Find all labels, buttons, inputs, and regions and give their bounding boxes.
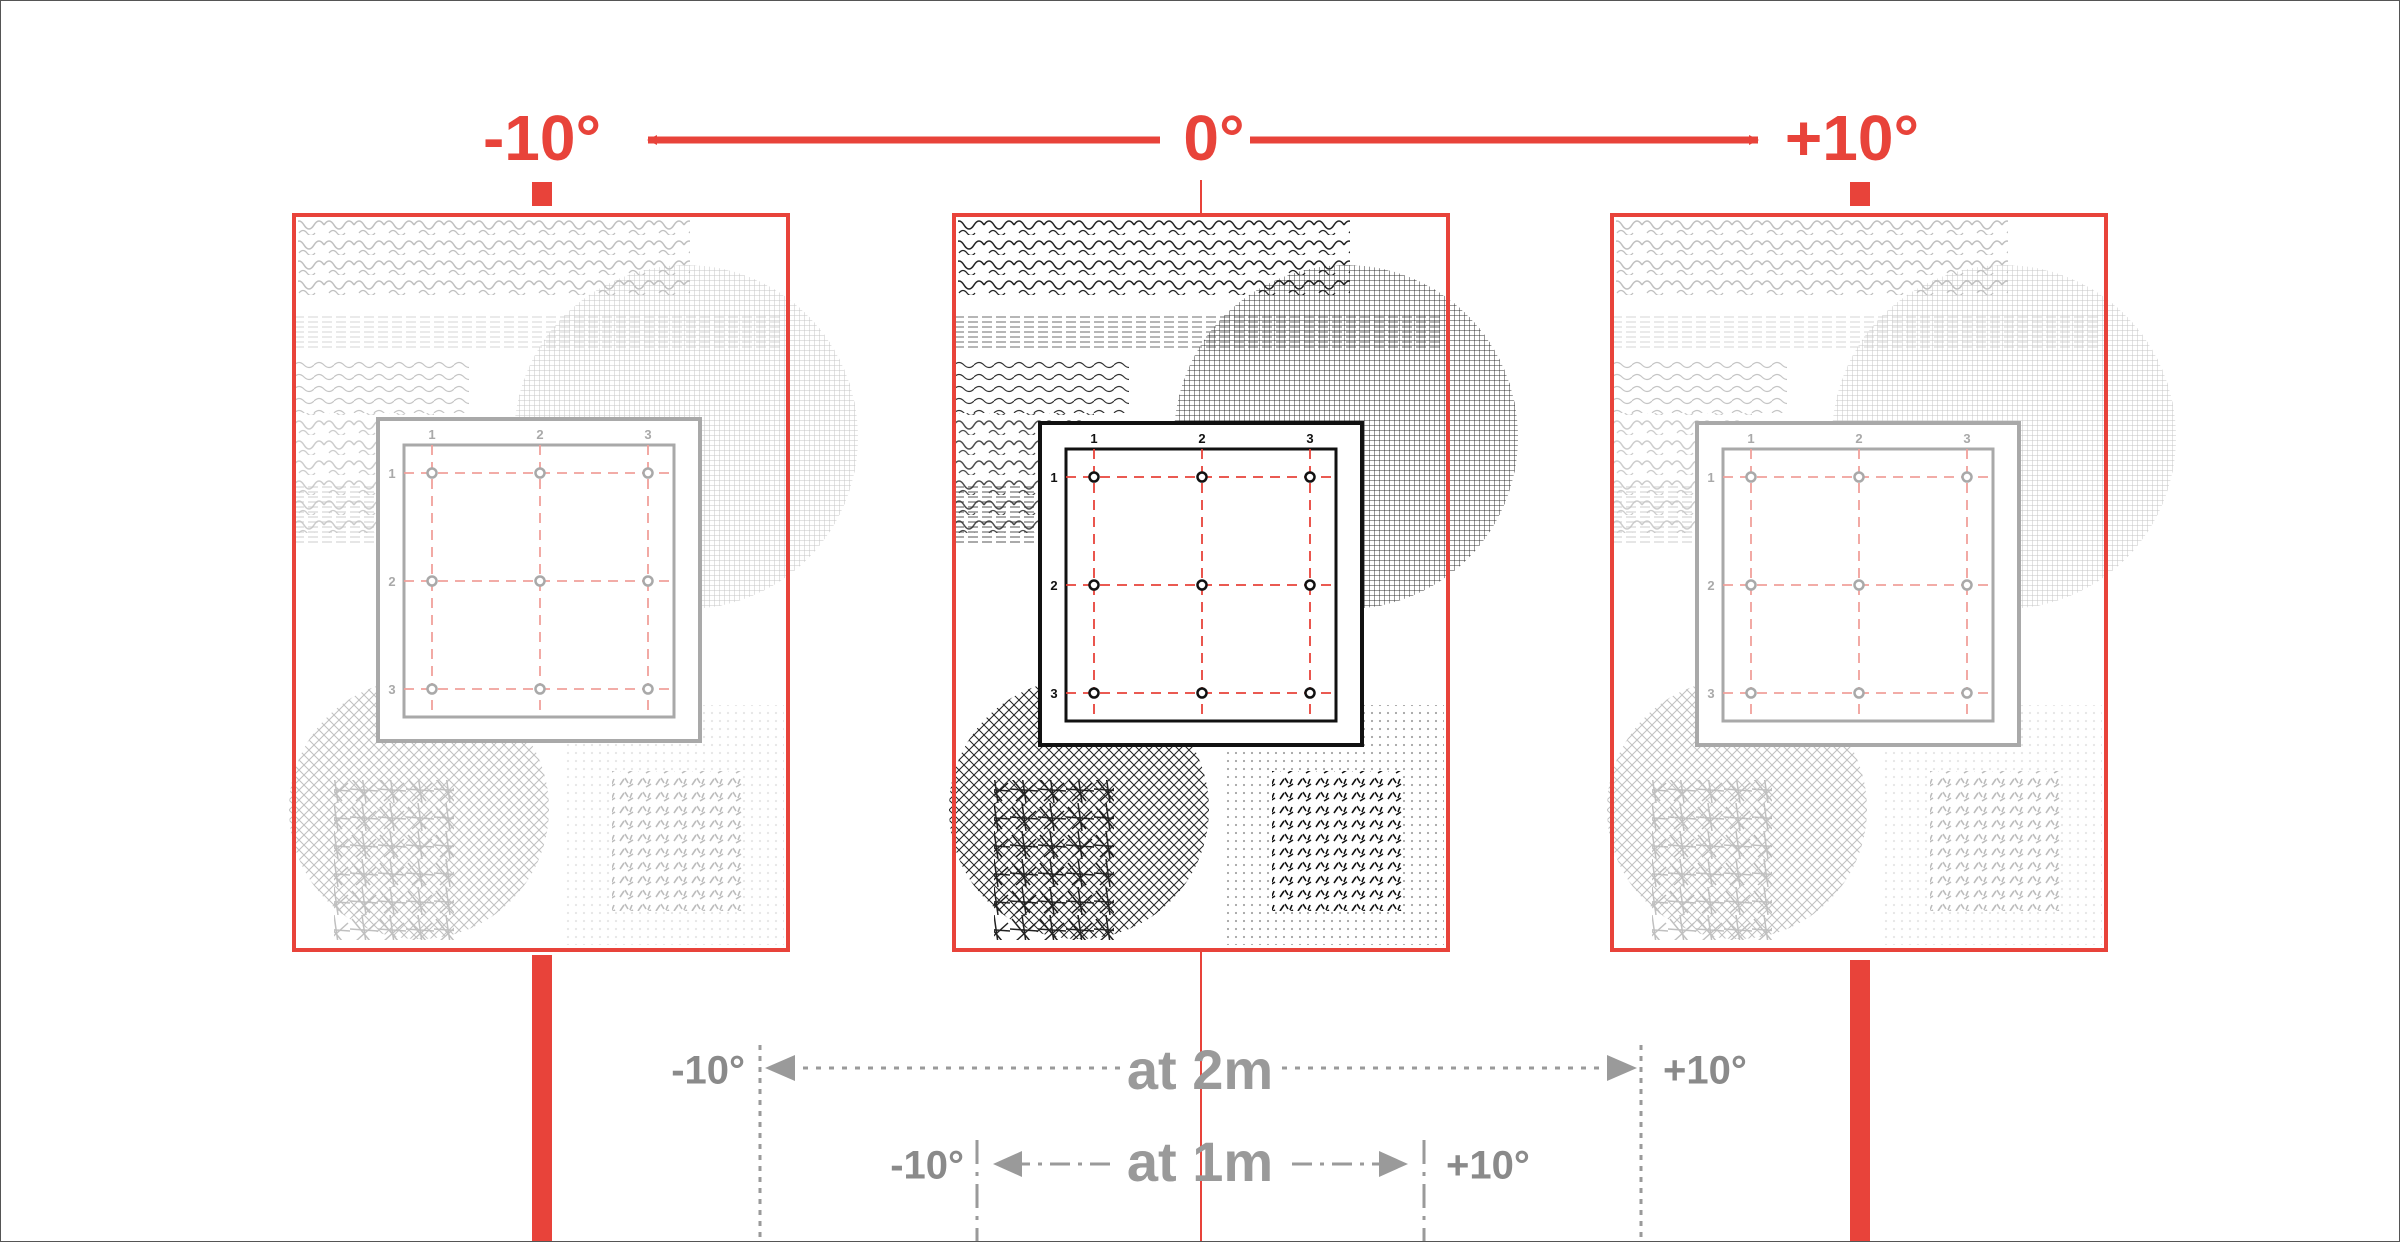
label-1m: at 1m [1127, 1130, 1273, 1193]
grid-point [426, 467, 438, 479]
grid-col-label: 3 [644, 427, 651, 442]
grid-col-label: 1 [428, 427, 435, 442]
grid-row-label: 1 [1050, 470, 1057, 485]
panel-right-grid: 1 1 2 2 3 3 [1695, 421, 2021, 747]
grid-point [426, 575, 438, 587]
right-post-bottom [1850, 960, 1870, 1242]
grid-point [1961, 687, 1973, 699]
panel-right-frame [1610, 213, 2108, 952]
grid-row-label: 2 [388, 574, 395, 589]
arrowhead-2m-right [1607, 1055, 1637, 1081]
grid-point [1196, 471, 1208, 483]
grid-point [1088, 687, 1100, 699]
grid-point [534, 683, 546, 695]
grid-col-label: 3 [1306, 431, 1313, 446]
right-post-top [1850, 182, 1870, 206]
panel-right: 1 1 2 2 3 3 [1607, 213, 2176, 952]
grid-row-label: 2 [1050, 578, 1057, 593]
grid-point [1088, 579, 1100, 591]
distance-2m: at 2m -10° +10° [671, 1038, 1747, 1242]
grid-point [642, 683, 654, 695]
arrowhead-2m-left [765, 1055, 795, 1081]
top-label-left: -10° [483, 102, 601, 174]
left-post-bottom [532, 955, 552, 1242]
grid-point [1745, 687, 1757, 699]
panel-left-grid: 1 1 2 2 3 3 [376, 417, 702, 743]
grid-point [1304, 471, 1316, 483]
grid-row-label: 3 [1050, 686, 1057, 701]
arrowhead-1m-right [1379, 1151, 1408, 1177]
grid-point [534, 467, 546, 479]
panel-center-grid: 1 1 2 2 3 3 [1038, 421, 1364, 747]
panel-left-frame [292, 213, 790, 952]
grid-point [1853, 579, 1865, 591]
grid-row-label: 1 [1707, 470, 1714, 485]
grid-row-label: 3 [388, 682, 395, 697]
grid-point [1745, 579, 1757, 591]
panel-left: 1 1 2 2 3 3 [289, 213, 858, 952]
grid-point [1196, 687, 1208, 699]
grid-row-label: 2 [1707, 578, 1714, 593]
grid-point [1304, 579, 1316, 591]
grid-col-label: 2 [536, 427, 543, 442]
label-2m-left-angle: -10° [671, 1049, 745, 1093]
grid-point [1196, 579, 1208, 591]
grid-row-label: 3 [1707, 686, 1714, 701]
grid-point [1745, 471, 1757, 483]
grid-point [1853, 687, 1865, 699]
grid-point [1961, 471, 1973, 483]
arrowhead-1m-left [993, 1151, 1022, 1177]
label-1m-left-angle: -10° [890, 1144, 964, 1188]
grid-point [426, 683, 438, 695]
top-angle-axis: -10° 0° +10° [483, 102, 1919, 174]
panel-center: 1 1 2 2 3 3 [949, 213, 1518, 952]
label-2m: at 2m [1127, 1038, 1273, 1101]
grid-point [1961, 579, 1973, 591]
grid-point [534, 575, 546, 587]
left-post-top [532, 182, 552, 206]
distance-1m: at 1m -10° +10° [890, 1130, 1530, 1242]
grid-col-label: 2 [1855, 431, 1862, 446]
panel-center-frame [952, 213, 1450, 952]
grid-point [642, 467, 654, 479]
grid-point [1853, 471, 1865, 483]
top-label-right: +10° [1785, 102, 1919, 174]
grid-point [1088, 471, 1100, 483]
label-1m-right-angle: +10° [1446, 1144, 1530, 1188]
grid-col-label: 2 [1198, 431, 1205, 446]
grid-row-label: 1 [388, 466, 395, 481]
top-label-center: 0° [1183, 102, 1244, 174]
grid-col-label: 1 [1747, 431, 1754, 446]
grid-point [642, 575, 654, 587]
grid-col-label: 1 [1090, 431, 1097, 446]
grid-col-label: 3 [1963, 431, 1970, 446]
grid-point [1304, 687, 1316, 699]
label-2m-right-angle: +10° [1663, 1049, 1747, 1093]
